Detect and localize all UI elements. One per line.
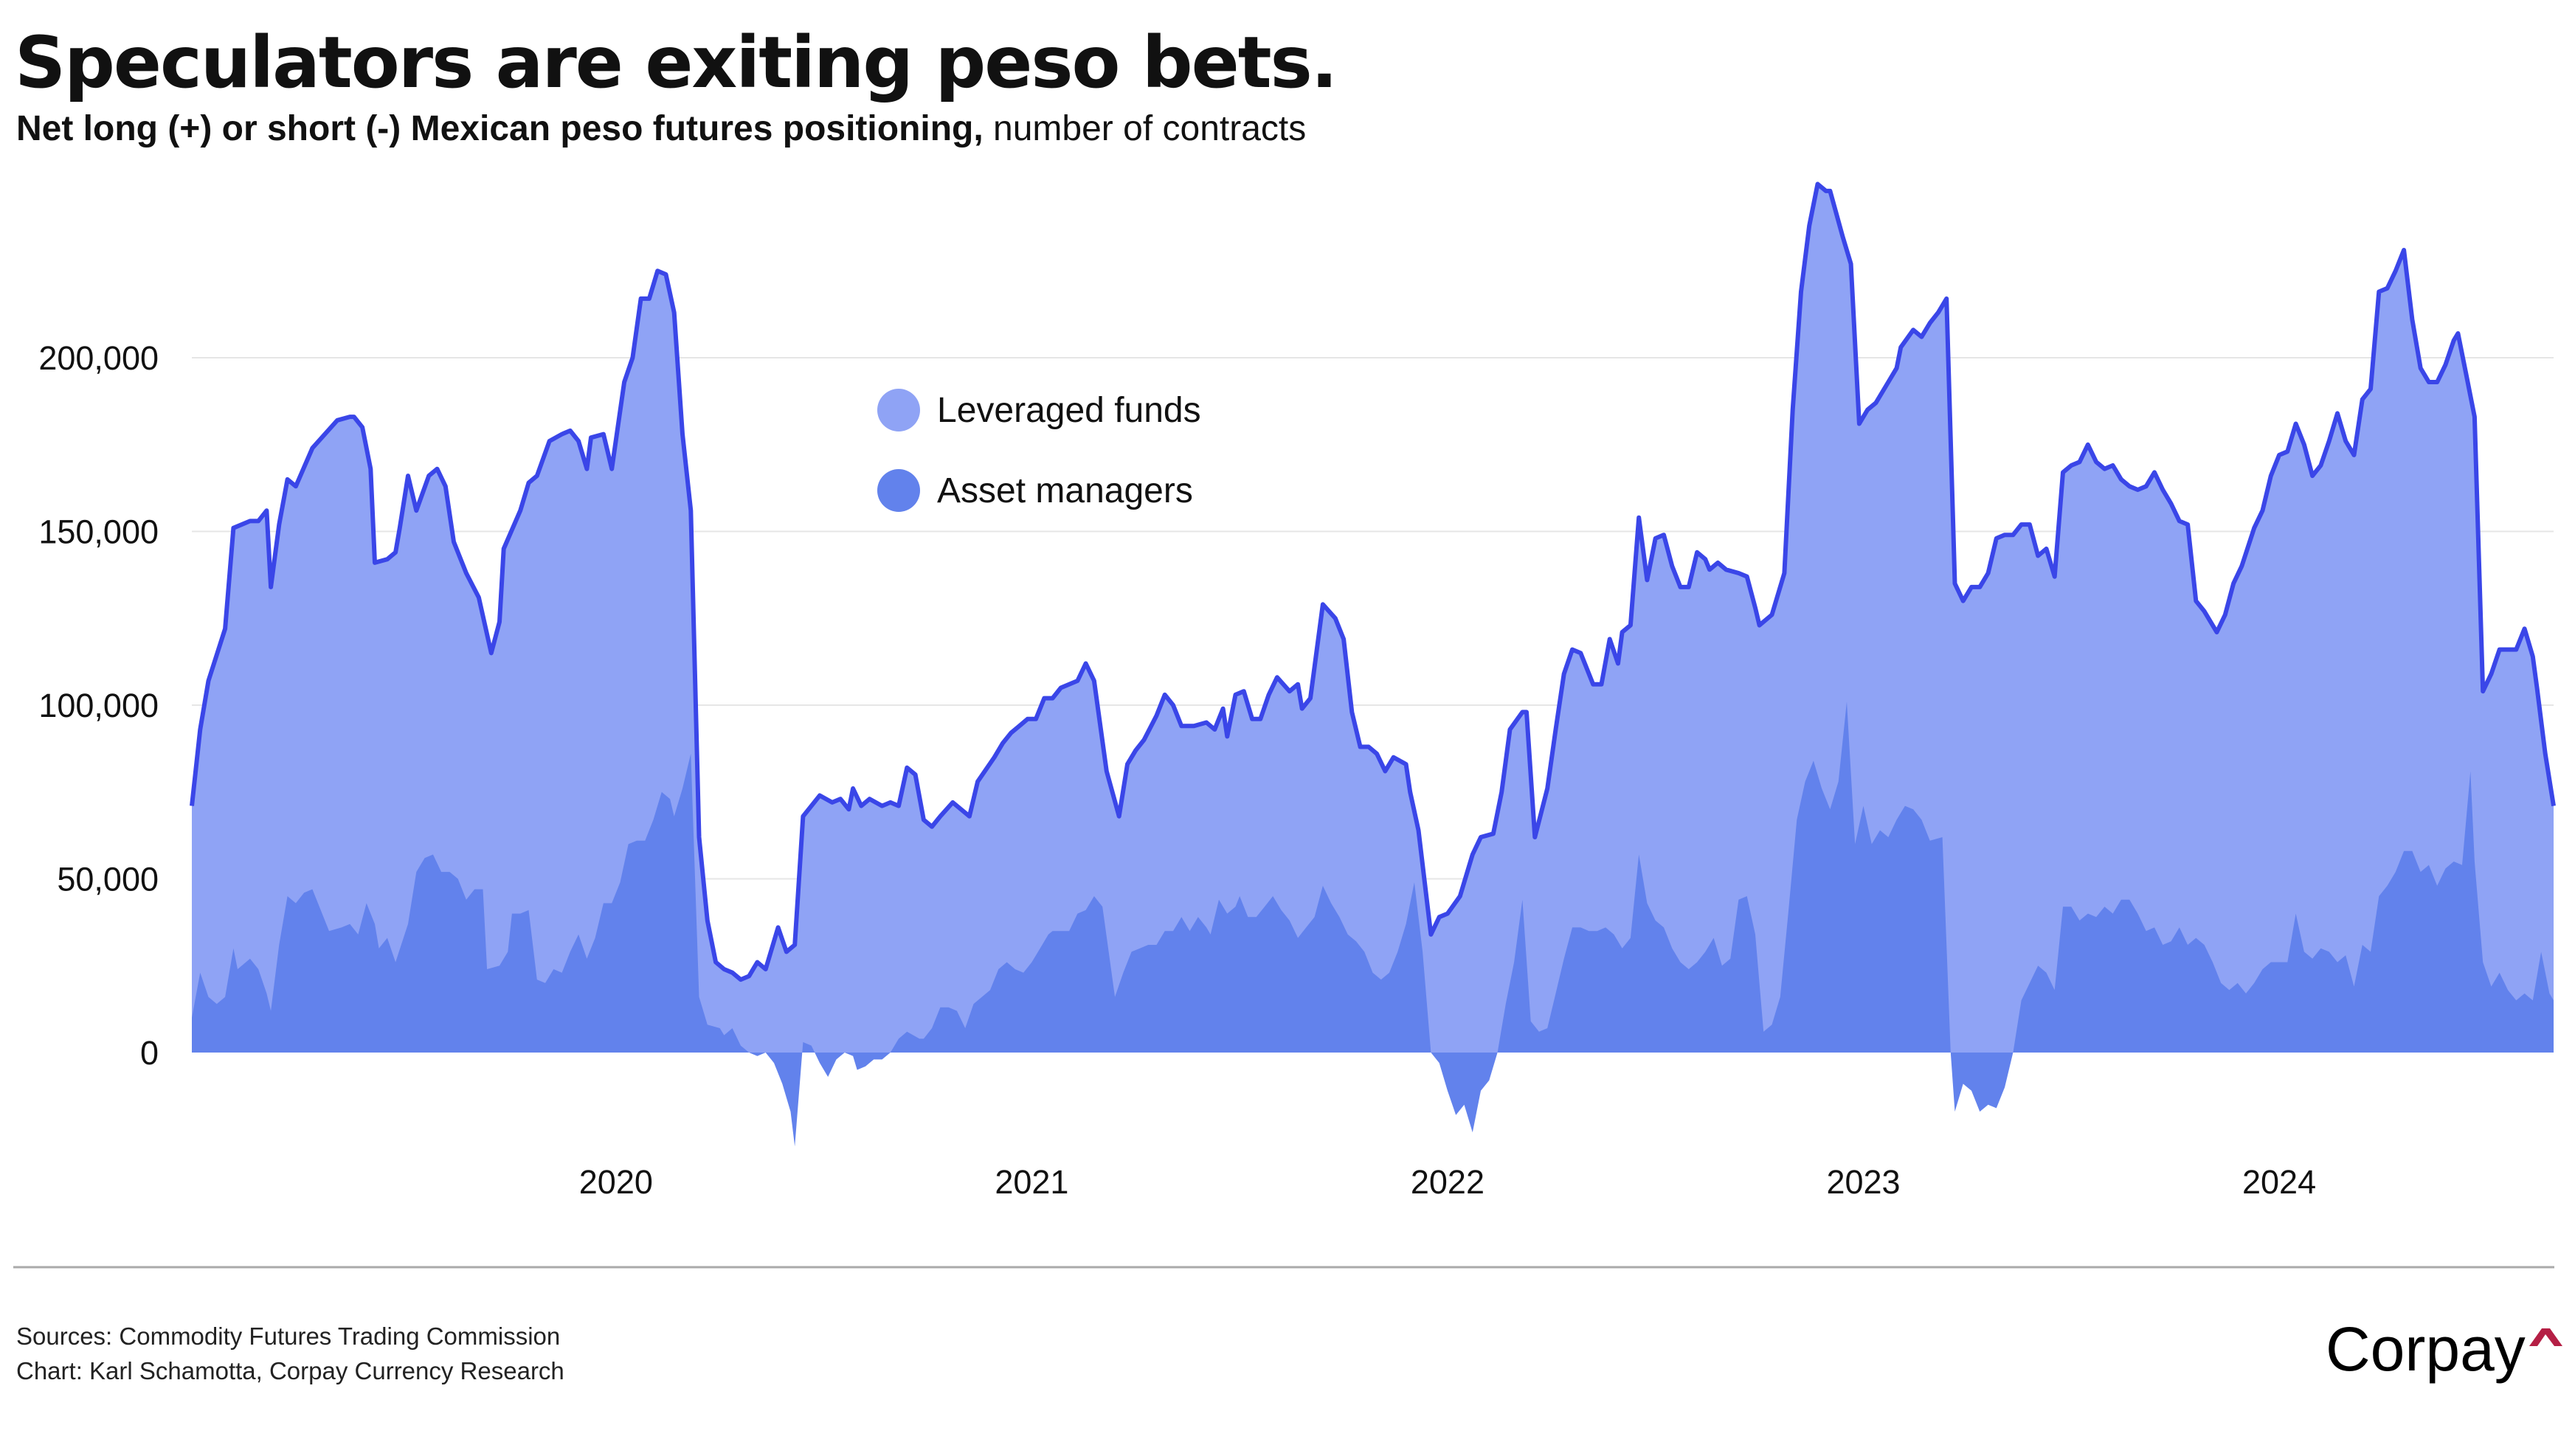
legend-label-leveraged-funds: Leveraged funds — [937, 391, 1201, 430]
x-tick-label: 2022 — [1411, 1163, 1484, 1201]
chart-subtitle: Net long (+) or short (-) Mexican peso f… — [16, 109, 1306, 148]
chart-title: Speculators are exiting peso bets. — [15, 21, 1336, 104]
chart-credit-text: Chart: Karl Schamotta, Corpay Currency R… — [16, 1357, 564, 1384]
y-tick-label: 100,000 — [38, 687, 159, 724]
legend-label-asset-managers: Asset managers — [937, 471, 1193, 510]
logo-caret-icon — [2529, 1328, 2562, 1346]
subtitle-regular: number of contracts — [984, 109, 1307, 148]
x-tick-label: 2020 — [579, 1163, 653, 1201]
x-tick-label: 2023 — [1826, 1163, 1900, 1201]
y-tick-label: 150,000 — [38, 513, 159, 551]
leveraged-funds-line — [190, 181, 2556, 982]
logo-wordmark: Corpay — [2326, 1314, 2526, 1384]
legend-swatch-leveraged-funds — [877, 389, 920, 431]
y-tick-label: 0 — [140, 1034, 159, 1072]
x-axis: 2020 2021 2022 2023 2024 — [579, 1163, 2316, 1201]
y-axis: 0 50,000 100,000 150,000 200,000 — [38, 339, 159, 1072]
y-tick-label: 200,000 — [38, 339, 159, 377]
legend: Leveraged funds Asset managers — [877, 389, 1201, 512]
subtitle-bold: Net long (+) or short (-) Mexican peso f… — [16, 109, 984, 148]
legend-swatch-asset-managers — [877, 469, 920, 512]
leveraged-funds-area — [192, 184, 2554, 1053]
plot-areas — [190, 181, 2556, 1147]
asset-managers-area — [192, 701, 2554, 1147]
y-tick-label: 50,000 — [57, 861, 159, 898]
sources-text: Sources: Commodity Futures Trading Commi… — [16, 1322, 560, 1350]
x-tick-label: 2024 — [2242, 1163, 2316, 1201]
x-tick-label: 2021 — [995, 1163, 1068, 1201]
corpay-logo: Corpay — [2326, 1314, 2562, 1384]
